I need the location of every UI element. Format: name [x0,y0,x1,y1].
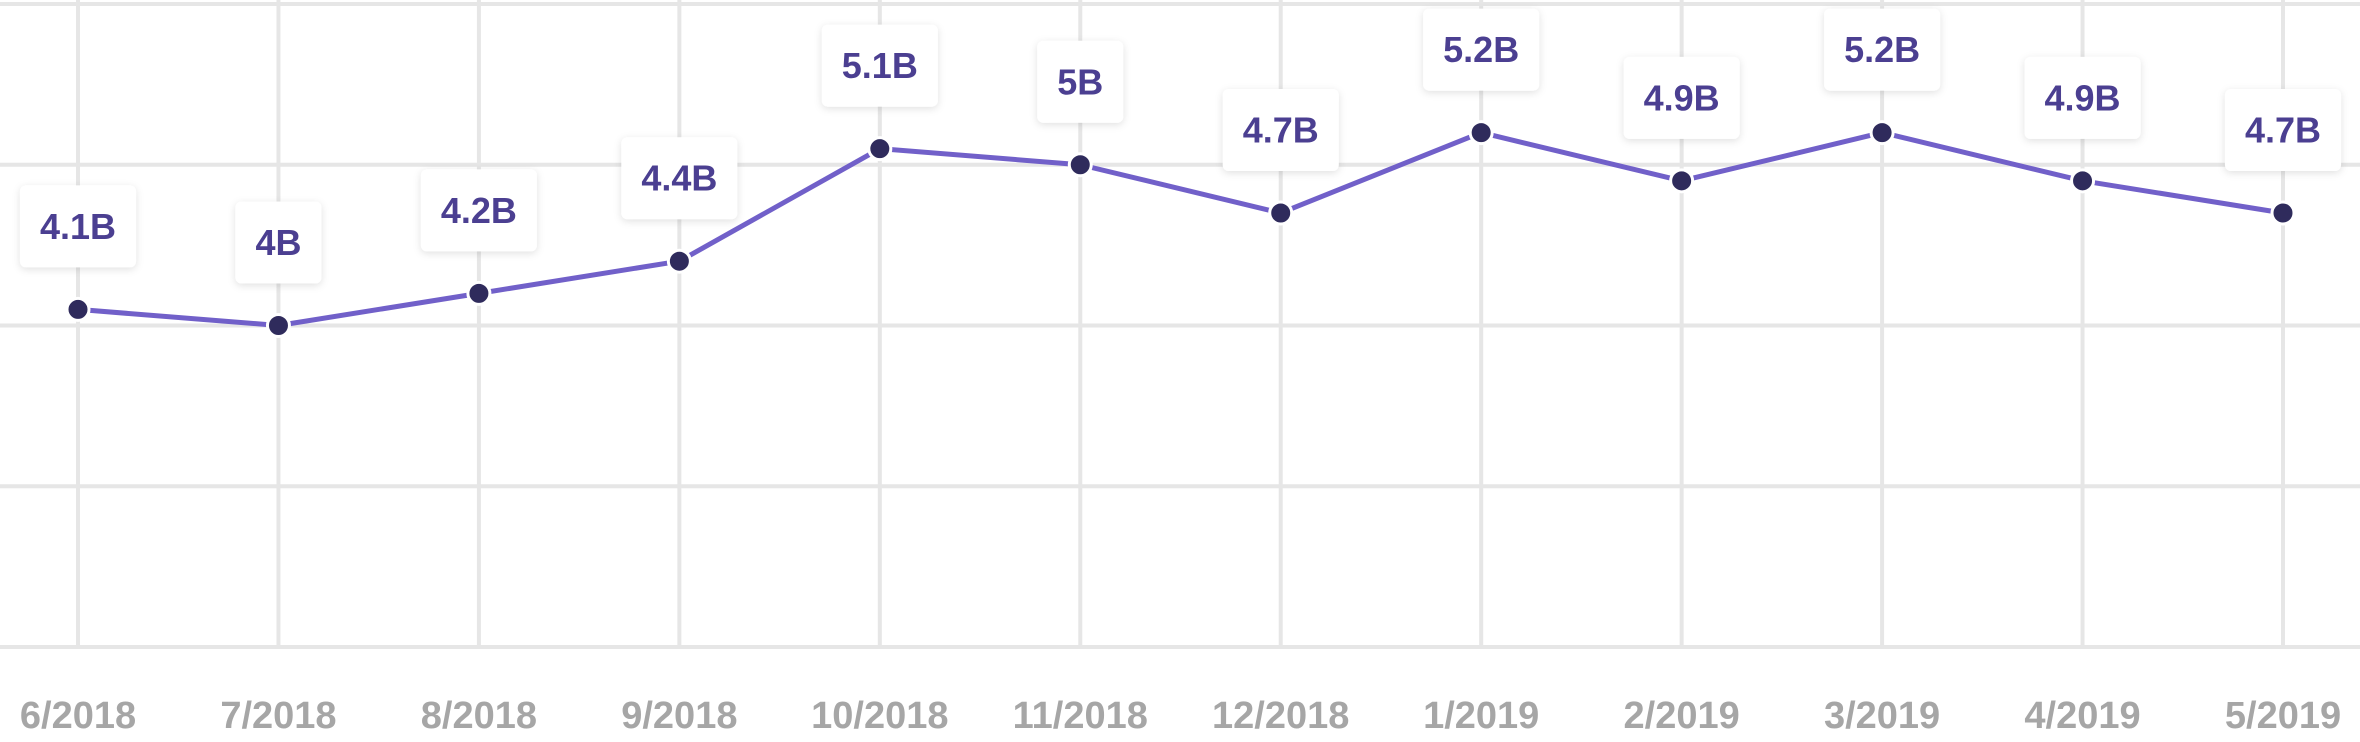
data-point [1268,200,1294,226]
data-label-text: 4.7B [1243,109,1319,150]
x-tick-label: 7/2018 [220,695,336,737]
x-tick-label: 4/2019 [2024,695,2140,737]
series-line [75,130,2286,328]
data-point [2270,200,2296,226]
data-point [65,296,91,322]
data-label: 5.2B [1423,8,1540,91]
data-point [666,248,692,274]
x-tick-label: 1/2019 [1423,695,1539,737]
data-label-text: 4.9B [1644,77,1720,118]
data-label-box [1222,88,1339,171]
x-tick-label: 11/2018 [1013,695,1148,737]
data-label-text: 5.1B [842,45,918,86]
x-tick-label: 6/2018 [20,695,136,737]
data-label: 4.9B [2024,56,2141,139]
data-label-text: 4B [255,222,301,263]
data-label: 4B [235,201,322,284]
data-labels: 4.1B 4B 4.2B 4.4B 5.1B 5B 4.7B 5.2B 4.9B 5.2B 4.9B… [19,8,2342,284]
x-axis-ticks: 6/2018 7/2018 8/2018 9/2018 10/2018 11/2018 12… [20,695,2341,737]
data-point [1468,120,1494,146]
data-label-text: 4.2B [441,190,517,231]
data-label-box [621,137,738,220]
data-label-box [2224,88,2342,171]
data-label-box [821,24,938,107]
x-tick-label: 12/2018 [1212,695,1349,737]
data-label-box [420,169,537,252]
data-label: 5.1B [821,24,938,107]
data-point [867,136,893,162]
data-label: 4.7B [1222,88,1339,171]
data-label-text: 5.2B [1443,29,1519,70]
data-label-box [19,185,137,268]
data-label: 4.9B [1623,56,1740,139]
data-point [1067,152,1093,178]
data-label-box [1623,56,1740,139]
data-label: 4.4B [621,137,738,220]
data-label-text: 5B [1057,61,1103,102]
data-label: 5B [1037,40,1124,123]
x-tick-label: 5/2019 [2225,695,2341,737]
data-label-box [235,201,322,284]
data-label-text: 4.9B [2045,77,2121,118]
data-point [466,280,492,306]
x-tick-label: 8/2018 [421,695,537,737]
data-label-text: 4.4B [641,158,717,199]
data-label-text: 5.2B [1844,29,1920,70]
x-tick-label: 3/2019 [1824,695,1940,737]
data-label-box [1037,40,1124,123]
data-point [265,313,291,338]
grid [0,0,2360,649]
data-label: 5.2B [1824,8,1941,91]
data-label: 4.1B [19,185,137,268]
data-label-text: 4.1B [40,206,116,247]
series-line-layer [75,130,2286,328]
data-point [1669,168,1695,194]
data-point [2070,168,2096,194]
data-label: 4.2B [420,169,537,252]
x-tick-label: 10/2018 [811,695,948,737]
data-points [65,120,2296,338]
data-label-text: 4.7B [2245,109,2321,150]
data-label-box [2024,56,2141,139]
data-label-box [1824,8,1941,91]
data-point [1869,120,1895,146]
x-tick-label: 9/2018 [621,695,737,737]
data-label-box [1423,8,1540,91]
data-label: 4.7B [2224,88,2342,171]
x-tick-label: 2/2019 [1624,695,1740,737]
